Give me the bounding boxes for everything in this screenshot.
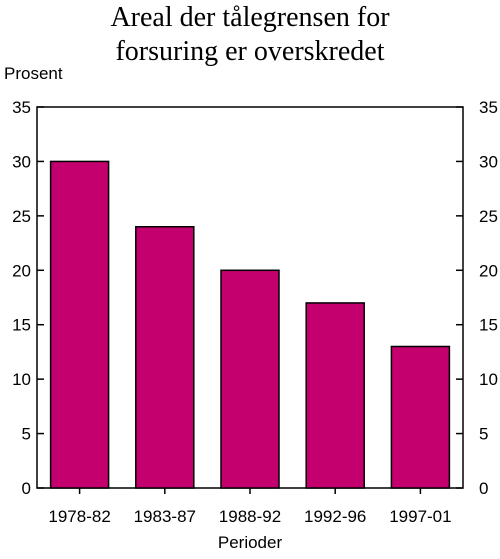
- y-tick-label-left: 25: [12, 207, 31, 226]
- chart-title-line-2: forsuring er overskredet: [115, 36, 385, 67]
- y-tick-label-right: 5: [479, 425, 488, 444]
- y-tick-label-right: 0: [479, 479, 488, 498]
- y-tick-label-left: 20: [12, 261, 31, 280]
- y-tick-label-right: 10: [479, 370, 498, 389]
- y-tick-label-right: 20: [479, 261, 498, 280]
- x-tick-label: 1997-01: [389, 507, 451, 526]
- x-tick-label: 1992-96: [304, 507, 366, 526]
- bar: [220, 269, 280, 489]
- y-axis-label: Prosent: [4, 64, 63, 83]
- bar: [135, 225, 195, 489]
- x-tick-label: 1978-82: [48, 507, 110, 526]
- x-tick-label: 1983-87: [134, 507, 196, 526]
- x-tick-label: 1988-92: [219, 507, 281, 526]
- x-axis-label: Perioder: [217, 533, 283, 552]
- y-tick-label-left: 5: [22, 425, 31, 444]
- y-tick-label-left: 10: [12, 370, 31, 389]
- chart-title-line-1: Areal der tålegrensen for: [110, 2, 390, 33]
- y-tick-label-right: 25: [479, 207, 498, 226]
- y-tick-label-right: 30: [479, 152, 498, 171]
- y-tick-label-left: 0: [22, 479, 31, 498]
- y-tick-label-right: 35: [479, 98, 498, 117]
- y-tick-label-left: 35: [12, 98, 31, 117]
- y-tick-label-left: 30: [12, 152, 31, 171]
- bar: [305, 302, 365, 489]
- y-tick-label-right: 15: [479, 316, 498, 335]
- y-tick-label-left: 15: [12, 316, 31, 335]
- bar: [390, 345, 451, 489]
- bar: [49, 160, 110, 489]
